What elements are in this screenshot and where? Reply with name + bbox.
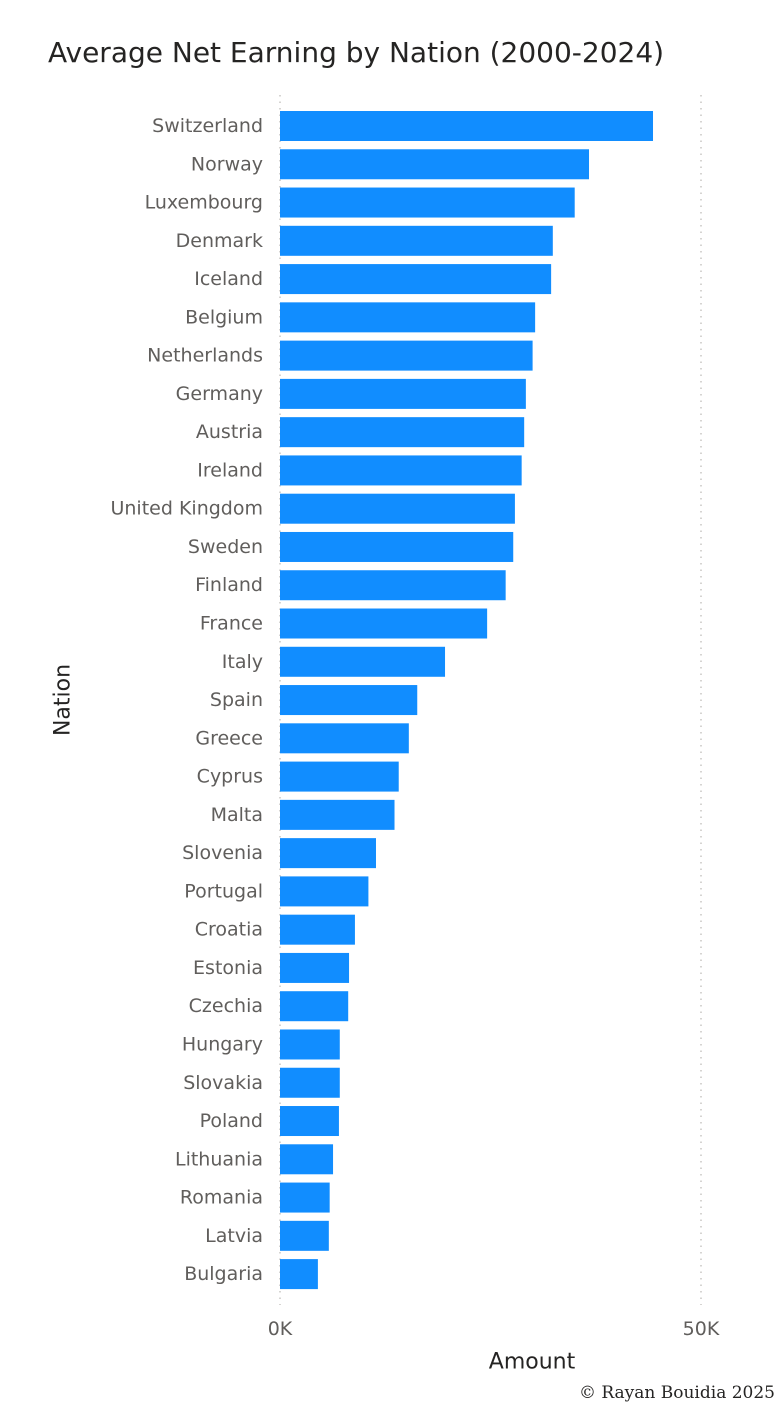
y-tick-label: Luxembourg bbox=[145, 192, 263, 214]
y-tick-label: Romania bbox=[180, 1187, 263, 1209]
bar-estonia bbox=[280, 952, 350, 983]
bar-spain bbox=[280, 685, 418, 716]
x-tick-label: 0K bbox=[268, 1318, 293, 1340]
y-tick-label: Ireland bbox=[197, 459, 263, 481]
bar-switzerland bbox=[280, 111, 654, 141]
y-tick-label: Cyprus bbox=[197, 766, 263, 788]
y-tick-label: United Kingdom bbox=[110, 498, 263, 520]
y-axis-title: Nation bbox=[51, 664, 76, 736]
y-tick-label: Netherlands bbox=[147, 345, 263, 367]
y-tick-label: Portugal bbox=[184, 880, 263, 902]
y-tick-label: Finland bbox=[195, 574, 263, 596]
bar-france bbox=[280, 608, 488, 639]
y-tick-label: Spain bbox=[210, 689, 263, 711]
y-tick-label: Latvia bbox=[205, 1225, 263, 1247]
y-tick-label: Iceland bbox=[194, 268, 263, 290]
y-tick-label: Greece bbox=[195, 727, 263, 749]
y-tick-label: Czechia bbox=[189, 995, 263, 1017]
y-tick-label: Germany bbox=[176, 383, 263, 405]
y-tick-label: Poland bbox=[200, 1110, 263, 1132]
bar-poland bbox=[280, 1106, 339, 1137]
bar-cyprus bbox=[280, 761, 399, 792]
bar-finland bbox=[280, 570, 506, 601]
bar-germany bbox=[280, 378, 526, 409]
bar-greece bbox=[280, 723, 409, 754]
bar-czechia bbox=[280, 991, 349, 1022]
bar-ireland bbox=[280, 455, 522, 486]
bar-iceland bbox=[280, 264, 552, 295]
bar-norway bbox=[280, 149, 590, 180]
bar-lithuania bbox=[280, 1144, 334, 1175]
bar-belgium bbox=[280, 302, 536, 333]
bar-austria bbox=[280, 417, 525, 448]
bar-luxembourg bbox=[280, 187, 575, 218]
bar-sweden bbox=[280, 531, 514, 562]
y-tick-label: Denmark bbox=[176, 230, 263, 252]
bar-united-kingdom bbox=[280, 493, 515, 524]
x-tick-label: 50K bbox=[683, 1318, 720, 1340]
y-tick-label: Sweden bbox=[188, 536, 263, 558]
y-tick-label: Bulgaria bbox=[184, 1263, 263, 1285]
y-tick-label: Italy bbox=[222, 651, 263, 673]
y-tick-label: Switzerland bbox=[152, 115, 263, 137]
y-tick-label: Austria bbox=[196, 421, 263, 443]
bar-latvia bbox=[280, 1220, 329, 1251]
bar-malta bbox=[280, 799, 395, 830]
bar-portugal bbox=[280, 876, 369, 907]
chart-title: Average Net Earning by Nation (2000-2024… bbox=[48, 36, 665, 69]
bar-romania bbox=[280, 1182, 330, 1213]
y-tick-label: Belgium bbox=[185, 306, 263, 328]
y-tick-label: Slovakia bbox=[183, 1072, 263, 1094]
bar-denmark bbox=[280, 225, 553, 256]
bar-croatia bbox=[280, 914, 355, 945]
y-tick-label: Malta bbox=[211, 804, 263, 826]
y-tick-label: Estonia bbox=[193, 957, 263, 979]
y-tick-label: Norway bbox=[191, 153, 263, 175]
y-tick-label: Hungary bbox=[182, 1033, 263, 1055]
x-axis-title: Amount bbox=[489, 1350, 576, 1375]
y-tick-label: Lithuania bbox=[175, 1148, 263, 1170]
bar-bulgaria bbox=[280, 1259, 318, 1290]
bar-slovakia bbox=[280, 1067, 340, 1098]
bar-hungary bbox=[280, 1029, 340, 1060]
y-tick-label: Croatia bbox=[195, 919, 263, 941]
y-tick-label: France bbox=[200, 613, 263, 635]
bar-slovenia bbox=[280, 838, 376, 869]
bar-italy bbox=[280, 646, 446, 677]
bar-netherlands bbox=[280, 340, 533, 371]
y-tick-label: Slovenia bbox=[182, 842, 263, 864]
copyright-notice: © Rayan Bouidia 2025 bbox=[578, 1383, 775, 1403]
